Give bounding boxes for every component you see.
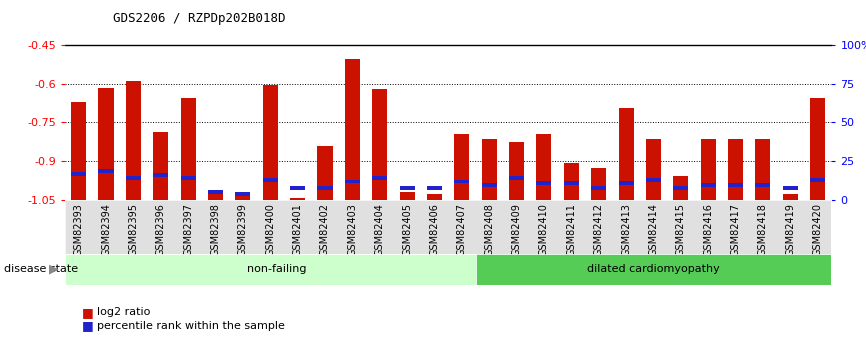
Text: GSM82393: GSM82393 — [74, 203, 84, 256]
Bar — [181, 176, 196, 180]
Text: percentile rank within the sample: percentile rank within the sample — [97, 321, 285, 331]
Bar — [673, 176, 688, 200]
Bar — [126, 176, 141, 180]
Text: GSM82418: GSM82418 — [758, 203, 768, 256]
Bar — [399, 192, 415, 200]
Text: GSM82407: GSM82407 — [457, 203, 467, 256]
Bar — [811, 178, 825, 182]
Bar — [646, 178, 661, 182]
Text: GSM82409: GSM82409 — [512, 203, 521, 256]
Text: GSM82400: GSM82400 — [265, 203, 275, 256]
Text: GSM82404: GSM82404 — [375, 203, 385, 256]
Bar — [755, 183, 771, 187]
Text: GSM82416: GSM82416 — [703, 203, 714, 256]
Text: GSM82403: GSM82403 — [347, 203, 358, 256]
Text: GSM82396: GSM82396 — [156, 203, 165, 256]
Bar — [126, 81, 141, 200]
Bar — [372, 89, 387, 200]
Bar — [427, 186, 442, 190]
Bar — [536, 181, 552, 185]
Bar — [71, 172, 86, 176]
Text: GSM82420: GSM82420 — [812, 203, 823, 256]
Bar — [318, 146, 333, 200]
Bar — [811, 98, 825, 200]
Bar — [181, 98, 196, 200]
Text: ■: ■ — [82, 306, 94, 319]
Text: GSM82402: GSM82402 — [320, 203, 330, 256]
Bar — [65, 254, 475, 285]
Bar — [564, 181, 578, 185]
Bar — [701, 183, 715, 187]
Text: ▶: ▶ — [49, 263, 59, 276]
Bar — [71, 102, 86, 200]
Bar — [455, 134, 469, 200]
Bar — [290, 197, 305, 200]
Text: GSM82399: GSM82399 — [238, 203, 248, 256]
Bar — [728, 139, 743, 200]
Text: GSM82419: GSM82419 — [785, 203, 795, 256]
Bar — [372, 176, 387, 180]
Bar — [208, 190, 223, 194]
Bar — [345, 179, 360, 184]
Bar — [701, 139, 715, 200]
Bar — [345, 59, 360, 200]
Bar — [262, 178, 278, 182]
Text: GSM82394: GSM82394 — [101, 203, 111, 256]
Text: GSM82405: GSM82405 — [402, 203, 412, 256]
Text: disease state: disease state — [4, 264, 79, 274]
Bar — [728, 183, 743, 187]
Text: GDS2206 / RZPDp202B018D: GDS2206 / RZPDp202B018D — [113, 12, 285, 25]
Bar — [153, 131, 168, 200]
Bar — [509, 142, 524, 200]
Bar — [564, 162, 578, 200]
Bar — [236, 192, 250, 200]
Bar — [783, 194, 798, 200]
Bar — [618, 181, 634, 185]
Bar — [755, 139, 771, 200]
Bar — [481, 183, 497, 187]
Text: GSM82397: GSM82397 — [183, 203, 193, 256]
Text: GSM82411: GSM82411 — [566, 203, 577, 256]
Bar — [99, 169, 113, 172]
Bar — [318, 186, 333, 190]
Text: GSM82395: GSM82395 — [128, 203, 139, 256]
Bar — [99, 88, 113, 200]
Text: GSM82398: GSM82398 — [210, 203, 221, 256]
Text: GSM82408: GSM82408 — [484, 203, 494, 256]
Text: GSM82401: GSM82401 — [293, 203, 302, 256]
Text: dilated cardiomyopathy: dilated cardiomyopathy — [587, 264, 720, 274]
Bar — [236, 192, 250, 196]
Text: GSM82412: GSM82412 — [594, 203, 604, 256]
Bar — [290, 186, 305, 190]
Bar — [618, 108, 634, 200]
Bar — [591, 186, 606, 190]
Bar — [481, 139, 497, 200]
Text: GSM82410: GSM82410 — [539, 203, 549, 256]
Text: GSM82414: GSM82414 — [649, 203, 658, 256]
Bar — [399, 186, 415, 190]
Text: non-failing: non-failing — [248, 264, 307, 274]
Bar — [646, 139, 661, 200]
Text: log2 ratio: log2 ratio — [97, 307, 151, 317]
Bar — [153, 173, 168, 177]
Bar — [591, 168, 606, 200]
Text: GSM82415: GSM82415 — [675, 203, 686, 256]
Bar — [673, 186, 688, 190]
Bar — [475, 254, 831, 285]
Bar — [783, 186, 798, 190]
Text: GSM82406: GSM82406 — [430, 203, 439, 256]
Bar — [208, 190, 223, 200]
Bar — [262, 85, 278, 200]
Text: ■: ■ — [82, 319, 94, 333]
Text: GSM82417: GSM82417 — [731, 203, 740, 256]
Bar — [536, 134, 552, 200]
Bar — [427, 194, 442, 200]
Bar — [509, 176, 524, 180]
Text: GSM82413: GSM82413 — [621, 203, 631, 256]
Bar — [455, 179, 469, 184]
